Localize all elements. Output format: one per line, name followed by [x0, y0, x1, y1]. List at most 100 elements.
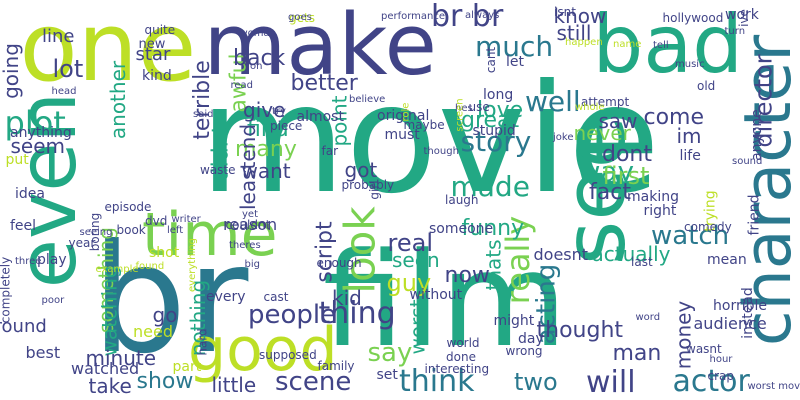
word-story: story [460, 125, 532, 158]
word-saw: saw [598, 109, 638, 133]
word-though: though [423, 146, 459, 157]
word-woman: woman [239, 28, 277, 39]
word-three: three [15, 256, 42, 267]
word-anything: anything [10, 125, 72, 141]
word-read: read [230, 80, 254, 91]
word-lot: lot [52, 55, 84, 83]
word-anyone: anyone [748, 109, 765, 161]
word-book: book [116, 223, 146, 237]
word-wasnt: wasnt [686, 342, 722, 356]
word-actor: actor [672, 364, 750, 399]
word-maybe: maybe [403, 118, 445, 132]
word-two: two [514, 368, 558, 396]
word-im: im [676, 124, 702, 148]
word-comedy: comedy [684, 220, 732, 234]
word-shot: shot [149, 245, 180, 261]
word-found: found [135, 261, 165, 272]
word-music: music [675, 59, 705, 70]
word-around: around [0, 316, 47, 337]
word-joke: joke [553, 132, 574, 143]
word-making: making [627, 189, 679, 205]
word-real: real [387, 229, 433, 257]
word-part: part [172, 359, 202, 375]
word-people: people [248, 300, 337, 330]
word-come: come [643, 105, 705, 130]
word-one: one [19, 0, 197, 103]
word-star: star [135, 44, 171, 65]
word-crap: crap [707, 369, 735, 383]
word-try: try [272, 106, 286, 117]
word-said: said [193, 109, 214, 120]
word-happen: happen [565, 37, 603, 48]
word-cant: cant [484, 46, 499, 74]
word-thing: thing [318, 296, 396, 331]
word-play: play [37, 252, 67, 268]
word-role: role [399, 102, 411, 122]
word-thought: thought [536, 318, 624, 343]
word-scene: scene [275, 367, 352, 397]
word-use: use [468, 100, 490, 114]
word-movie: movie [199, 53, 661, 227]
word-family: family [317, 359, 355, 373]
word-believe: believe [349, 94, 386, 105]
word-word: word [635, 312, 661, 323]
word-tell: tell [653, 40, 669, 51]
word-find: find [247, 117, 289, 142]
word-interesting: interesting [424, 362, 490, 376]
word-oh: oh [250, 61, 263, 72]
word-almost: almost [296, 109, 344, 125]
word-reason: reason [223, 215, 278, 234]
word-kid: kid [332, 286, 362, 310]
word-gets: gets [289, 11, 315, 25]
word-time: time [142, 200, 278, 270]
word-script: script [312, 221, 338, 283]
word-work: work [725, 7, 759, 23]
word-must: must [384, 127, 420, 143]
word-hes: hes [455, 103, 473, 114]
word-idea: idea [15, 186, 45, 202]
word-big: big [244, 259, 260, 270]
word-want: want [241, 159, 291, 183]
word-theres: theres [229, 240, 261, 251]
word-isnt: isnt [554, 5, 576, 19]
word-watching: watching [97, 265, 122, 357]
word-worst-movie: worst movie [747, 381, 800, 392]
word-put: put [5, 152, 29, 168]
word-line: line [42, 26, 75, 47]
word-hour: hour [709, 354, 733, 365]
word-seeing: seeing [79, 227, 113, 238]
word-screen: screen [454, 98, 466, 132]
word-show: show [136, 369, 194, 394]
word-writer: writer [171, 214, 201, 225]
word-completely: completely [0, 256, 12, 324]
word-great: great [461, 108, 520, 133]
word-need: need [133, 322, 173, 341]
word-love: love [477, 98, 524, 123]
word-another: another [106, 60, 131, 140]
word-way: way [577, 155, 635, 188]
word-ive: ive [736, 9, 751, 27]
word-man: man [612, 341, 662, 366]
word-think: think [399, 364, 475, 399]
word-little: little [211, 373, 257, 397]
word-year: year [68, 236, 96, 250]
word-stupid: stupid [472, 123, 516, 139]
word-horrible: horrible [713, 298, 767, 314]
word-make: make [203, 0, 437, 95]
word-film: film [322, 224, 568, 376]
word-guy: guy [386, 269, 432, 297]
word-set: set [376, 367, 398, 383]
word-watch: watch [651, 221, 730, 251]
word-couldnt: couldnt [225, 218, 271, 232]
word-poor: poor [41, 295, 65, 306]
word-example: example [95, 264, 139, 275]
word-never: never [573, 121, 631, 145]
word-doesnt: doesnt [533, 245, 589, 264]
word-mean: mean [707, 252, 747, 268]
word-going: going [0, 43, 23, 99]
word-fact: fact [589, 180, 631, 205]
word-sound: sound [732, 156, 763, 167]
word-bad: bad [592, 0, 744, 91]
word-waste: waste [200, 163, 236, 177]
word-got: got [344, 158, 378, 182]
